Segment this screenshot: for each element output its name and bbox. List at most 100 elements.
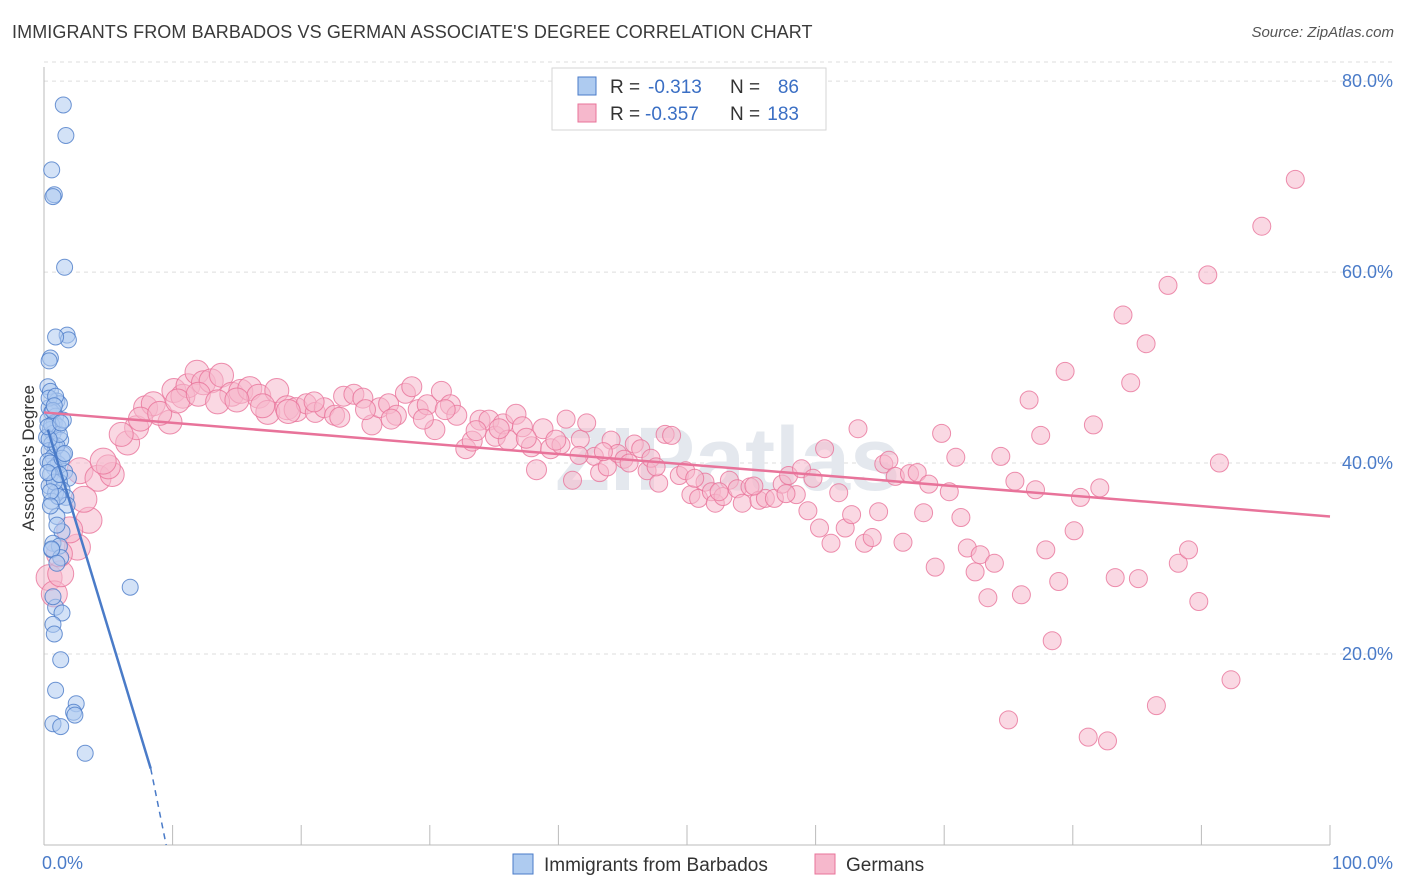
germans-point — [1146, 696, 1166, 716]
legend-n-value: 86 — [778, 77, 799, 98]
germans-point — [209, 362, 234, 388]
germans-point — [914, 503, 934, 523]
y-tick-label: 20.0% — [1342, 644, 1393, 664]
barbados-point — [44, 588, 62, 606]
barbados-point — [66, 706, 84, 724]
series-barbados — [38, 96, 139, 762]
germans-point — [412, 408, 434, 430]
barbados-point — [41, 483, 59, 501]
y-axis-title: Associate's Degree — [19, 385, 38, 531]
germans-point — [810, 518, 829, 538]
germans-point — [662, 425, 682, 445]
germans-point — [1026, 480, 1045, 500]
germans-point — [488, 418, 510, 440]
germans-point — [1158, 275, 1178, 295]
germans-point — [1252, 216, 1272, 236]
germans-point — [1005, 471, 1025, 491]
barbados-point — [76, 744, 94, 762]
x-tick-label-max: 100.0% — [1332, 853, 1393, 873]
germans-point — [732, 493, 752, 513]
y-tick-label: 80.0% — [1342, 71, 1393, 91]
germans-point — [1019, 390, 1039, 410]
germans-point — [1090, 478, 1110, 498]
germans-point — [570, 429, 590, 449]
germans-point — [1209, 453, 1229, 473]
barbados-point — [52, 651, 70, 669]
barbados-point — [48, 516, 66, 534]
legend-r-label: R = — [610, 77, 640, 98]
y-tick-label: 60.0% — [1342, 262, 1393, 282]
legend-n-label: N = — [730, 104, 760, 125]
germans-point — [275, 399, 301, 424]
germans-point — [803, 468, 823, 488]
grid-layer: 20.0% 40.0% 60.0% 80.0% — [44, 61, 1393, 664]
barbados-point — [45, 625, 63, 643]
germans-point — [401, 376, 423, 398]
legend-swatch-barbados — [577, 76, 597, 96]
trend-line-barbados — [46, 429, 152, 769]
x-tick-label-min: 0.0% — [42, 853, 83, 873]
barbados-point — [41, 497, 59, 515]
trend-line-barbados-extension — [150, 768, 167, 846]
bottom-legend-label-germans: Germans — [846, 855, 924, 876]
germans-point — [1098, 731, 1117, 751]
barbados-point — [44, 188, 62, 206]
germans-point — [925, 557, 945, 577]
barbados-point — [56, 445, 74, 462]
germans-point — [1168, 553, 1188, 573]
germans-point — [862, 528, 882, 547]
legend-r-label: R = — [610, 104, 640, 125]
germans-point — [1189, 592, 1209, 611]
germans-point — [965, 562, 985, 582]
germans-point — [1198, 265, 1218, 285]
bottom-legend: Immigrants from Barbados Germans — [512, 853, 924, 876]
germans-point — [1121, 373, 1141, 393]
germans-point — [879, 450, 899, 470]
legend-r-value: -0.313 — [648, 77, 702, 98]
germans-point — [224, 387, 250, 413]
legend-n-label: N = — [730, 77, 760, 98]
germans-point — [1136, 334, 1156, 354]
germans-point — [526, 459, 547, 481]
series-germans — [35, 169, 1305, 751]
germans-point — [1179, 540, 1198, 560]
legend-r-value: -0.357 — [645, 104, 699, 125]
germans-point — [577, 413, 597, 433]
barbados-point — [48, 554, 66, 572]
germans-point — [1064, 521, 1084, 541]
y-tick-label: 40.0% — [1342, 453, 1393, 473]
germans-point — [951, 508, 971, 527]
germans-point — [1049, 572, 1069, 591]
germans-point — [821, 533, 841, 553]
legend-swatch-germans — [577, 103, 597, 123]
germans-point — [946, 447, 966, 467]
germans-point — [1055, 361, 1075, 381]
barbados-point — [53, 604, 71, 622]
barbados-point — [57, 127, 75, 144]
germans-point — [842, 505, 862, 525]
chart-title: IMMIGRANTS FROM BARBADOS VS GERMAN ASSOC… — [12, 22, 813, 42]
barbados-point — [52, 414, 70, 432]
germans-point — [984, 553, 1004, 573]
germans-point — [848, 419, 868, 439]
germans-point — [907, 463, 927, 483]
germans-point — [829, 483, 849, 503]
germans-point — [563, 470, 582, 490]
germans-point — [1083, 415, 1103, 435]
germans-point — [1011, 585, 1031, 605]
germans-point — [355, 399, 376, 421]
barbados-point — [47, 681, 65, 699]
germans-point — [709, 482, 729, 502]
germans-point — [303, 391, 325, 413]
germans-point — [108, 421, 134, 447]
germans-point — [1031, 425, 1051, 445]
germans-point — [556, 409, 576, 429]
barbados-point — [45, 397, 63, 415]
bottom-legend-swatch-germans — [814, 853, 836, 875]
germans-point — [893, 532, 913, 552]
germans-point — [1113, 305, 1133, 325]
germans-point — [869, 502, 889, 522]
germans-point — [991, 446, 1011, 466]
source-label: Source: ZipAtlas.com — [1251, 24, 1394, 41]
